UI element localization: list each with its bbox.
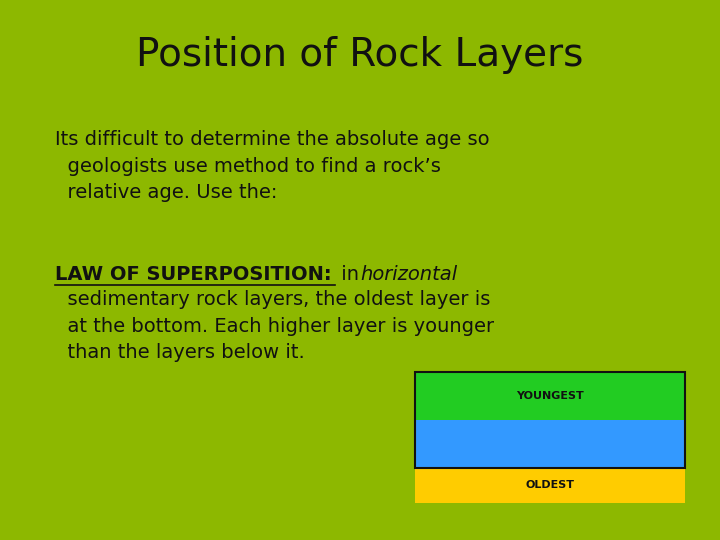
Bar bbox=[415, 372, 685, 468]
Text: Its difficult to determine the absolute age so
  geologists use method to find a: Its difficult to determine the absolute … bbox=[55, 130, 490, 202]
Text: horizontal: horizontal bbox=[360, 265, 457, 284]
Text: OLDEST: OLDEST bbox=[526, 481, 575, 490]
Bar bbox=[415, 420, 685, 468]
Text: sedimentary rock layers, the oldest layer is
  at the bottom. Each higher layer : sedimentary rock layers, the oldest laye… bbox=[55, 290, 494, 362]
Text: Position of Rock Layers: Position of Rock Layers bbox=[136, 36, 584, 74]
Bar bbox=[415, 372, 685, 420]
Bar bbox=[415, 468, 685, 503]
Text: LAW OF SUPERPOSITION:: LAW OF SUPERPOSITION: bbox=[55, 265, 332, 284]
Text: YOUNGEST: YOUNGEST bbox=[516, 391, 584, 401]
Text: in: in bbox=[335, 265, 365, 284]
